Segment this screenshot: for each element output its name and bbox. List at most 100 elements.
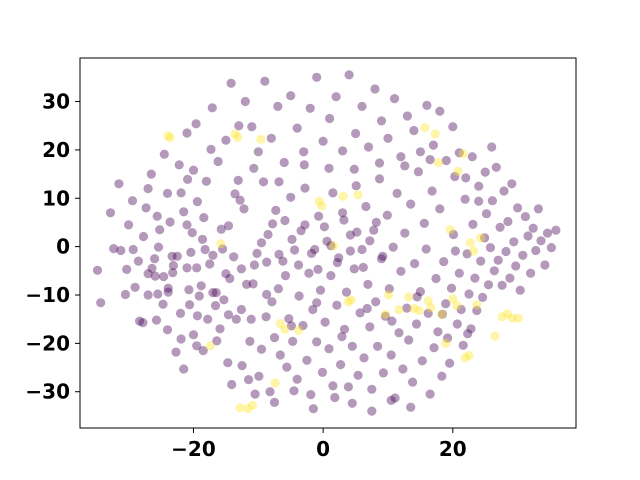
data-point-class-0 — [467, 152, 477, 162]
data-point-class-0 — [450, 246, 460, 256]
data-point-class-0 — [361, 201, 371, 212]
data-point-class-0 — [116, 245, 126, 256]
plot-frame — [79, 57, 577, 429]
data-point-class-0 — [286, 192, 296, 202]
y-tick-label: −30 — [25, 380, 70, 404]
data-point-class-1 — [270, 378, 280, 388]
data-point-class-0 — [152, 211, 162, 221]
data-point-class-0 — [250, 389, 260, 399]
data-point-class-0 — [292, 123, 302, 133]
data-point-class-0 — [324, 163, 334, 173]
data-point-class-0 — [290, 245, 300, 255]
points-layer — [92, 70, 561, 416]
data-point-class-0 — [345, 246, 355, 256]
data-point-class-0 — [293, 260, 304, 270]
data-point-class-0 — [357, 101, 367, 111]
data-point-class-0 — [415, 287, 425, 297]
data-point-class-0 — [520, 212, 531, 222]
data-point-class-1 — [230, 129, 240, 139]
data-point-class-0 — [239, 204, 249, 214]
data-point-class-0 — [221, 269, 231, 279]
data-point-class-0 — [227, 379, 237, 390]
data-point-class-1 — [507, 313, 518, 323]
data-point-class-0 — [225, 273, 235, 284]
data-point-class-0 — [446, 283, 457, 293]
data-point-class-0 — [478, 292, 488, 302]
data-point-class-0 — [531, 245, 541, 256]
data-point-class-0 — [219, 295, 229, 305]
data-point-class-0 — [319, 222, 329, 232]
data-point-class-0 — [330, 392, 340, 403]
data-point-class-1 — [328, 241, 339, 251]
data-point-class-0 — [183, 174, 193, 184]
data-point-class-0 — [433, 327, 443, 337]
y-tick-label: −10 — [25, 283, 70, 307]
data-point-class-0 — [338, 146, 348, 156]
data-point-class-0 — [211, 288, 221, 298]
data-point-class-0 — [262, 257, 272, 267]
data-point-class-0 — [363, 279, 373, 289]
data-point-class-0 — [218, 244, 228, 254]
data-point-class-0 — [448, 122, 458, 132]
data-point-class-0 — [474, 196, 484, 206]
data-point-class-0 — [396, 266, 406, 276]
data-point-class-0 — [138, 231, 149, 242]
data-point-class-1 — [502, 309, 512, 319]
x-axis: −20 0 20 — [171, 428, 467, 461]
data-point-class-0 — [271, 205, 281, 215]
data-point-class-0 — [474, 181, 484, 191]
data-point-class-0 — [268, 219, 278, 229]
data-point-class-0 — [427, 186, 437, 196]
data-point-class-0 — [419, 218, 429, 228]
data-point-class-0 — [196, 281, 206, 291]
data-point-class-0 — [172, 251, 182, 261]
data-point-class-0 — [461, 173, 471, 183]
data-point-class-0 — [191, 119, 201, 129]
data-point-class-0 — [365, 322, 375, 332]
data-point-class-1 — [420, 123, 430, 133]
data-point-class-0 — [198, 346, 208, 356]
data-point-class-0 — [337, 332, 347, 342]
data-point-class-0 — [208, 288, 218, 298]
data-point-class-0 — [312, 298, 322, 308]
data-point-class-1 — [453, 166, 463, 176]
data-point-class-0 — [431, 273, 441, 284]
data-point-class-0 — [143, 269, 153, 279]
data-point-class-0 — [192, 263, 202, 273]
data-point-class-0 — [398, 364, 408, 374]
data-point-class-0 — [370, 84, 380, 94]
data-point-class-0 — [167, 251, 177, 261]
data-point-class-0 — [466, 324, 476, 334]
data-point-class-0 — [235, 195, 245, 205]
data-point-class-0 — [315, 285, 326, 295]
data-point-class-0 — [326, 241, 336, 251]
data-point-class-0 — [367, 406, 377, 416]
data-point-class-0 — [441, 299, 451, 309]
data-point-class-0 — [373, 341, 383, 351]
data-point-class-0 — [349, 264, 359, 274]
data-point-class-0 — [188, 330, 199, 340]
data-point-class-0 — [382, 210, 392, 220]
data-point-class-0 — [472, 305, 482, 316]
data-point-class-0 — [439, 257, 449, 267]
data-point-class-0 — [437, 309, 447, 319]
data-point-class-0 — [384, 284, 394, 294]
data-point-class-0 — [383, 133, 393, 143]
data-point-class-0 — [404, 335, 414, 345]
data-point-class-0 — [162, 325, 173, 335]
data-point-class-0 — [437, 371, 447, 381]
data-point-class-1 — [235, 403, 245, 413]
data-point-class-0 — [435, 106, 445, 116]
data-point-class-0 — [105, 208, 116, 218]
data-point-class-0 — [485, 243, 495, 253]
data-point-class-0 — [248, 279, 258, 289]
data-point-class-0 — [284, 314, 294, 324]
data-point-class-0 — [412, 292, 422, 302]
data-point-class-0 — [273, 101, 283, 111]
data-point-class-0 — [501, 246, 511, 257]
data-point-class-1 — [394, 304, 404, 315]
data-point-class-0 — [546, 243, 557, 253]
data-point-class-0 — [203, 314, 213, 324]
